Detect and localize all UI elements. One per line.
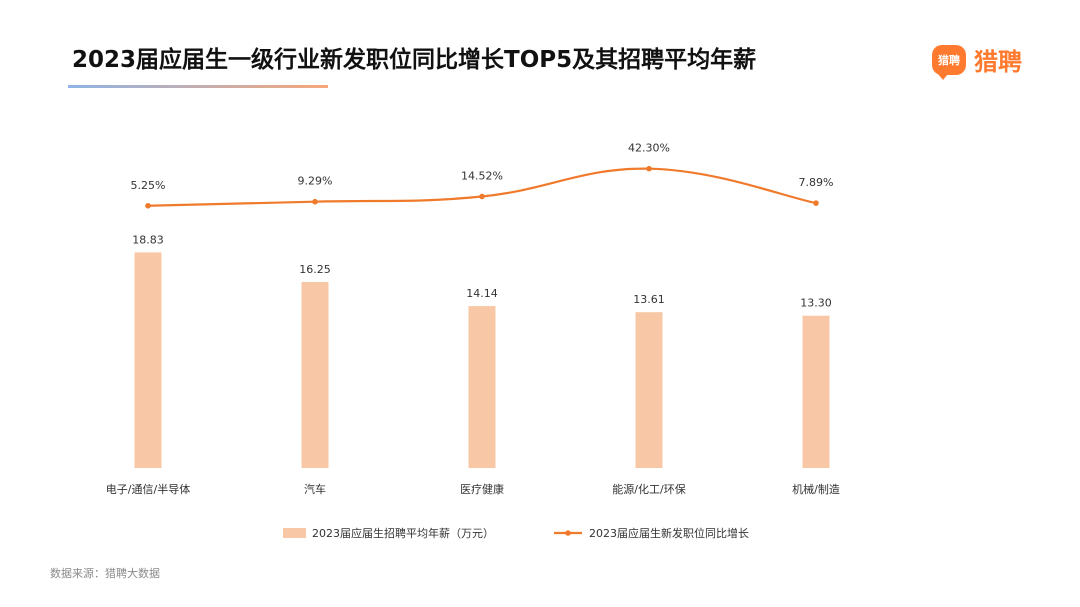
- growth-value-label: 14.52%: [461, 169, 503, 182]
- page-title: 2023届应届生一级行业新发职位同比增长TOP5及其招聘平均年薪: [72, 47, 757, 73]
- growth-point: [646, 165, 652, 172]
- bar: [802, 315, 830, 468]
- title-underline: [68, 85, 328, 88]
- growth-point: [479, 193, 485, 200]
- legend-line-marker: [565, 530, 571, 536]
- bar: [635, 312, 663, 468]
- growth-point: [312, 198, 318, 205]
- category-label: 电子/通信/半导体: [106, 482, 190, 496]
- bar-value-label: 18.83: [132, 233, 164, 246]
- growth-point: [813, 200, 819, 206]
- category-label: 医疗健康: [460, 482, 504, 496]
- data-source: 数据来源：猎聘大数据: [50, 567, 160, 580]
- growth-value-label: 9.29%: [298, 175, 333, 188]
- growth-point: [145, 202, 151, 209]
- logo-badge: 猎聘: [932, 44, 966, 80]
- bar-value-label: 13.30: [800, 297, 832, 310]
- growth-value-label: 5.25%: [131, 179, 166, 192]
- legend-bar-label: 2023届应届生招聘平均年薪（万元）: [312, 526, 494, 540]
- growth-value-label: 42.30%: [628, 142, 670, 155]
- bar-value-label: 13.61: [633, 293, 665, 306]
- bar-value-label: 16.25: [299, 263, 331, 276]
- bar: [134, 252, 162, 468]
- legend-bar-swatch: [283, 528, 306, 538]
- liepin-logo: 猎聘 猎聘: [932, 42, 1022, 80]
- bar-value-label: 14.14: [466, 287, 498, 300]
- legend-line-label: 2023届应届生新发职位同比增长: [589, 526, 749, 540]
- logo-badge-text: 猎聘: [938, 53, 960, 67]
- category-label: 机械/制造: [792, 482, 840, 496]
- bar: [301, 281, 329, 468]
- category-label: 汽车: [304, 482, 326, 496]
- growth-value-label: 7.89%: [799, 176, 834, 189]
- logo-text: 猎聘: [974, 48, 1022, 76]
- category-label: 能源/化工/环保: [612, 482, 685, 496]
- bar: [468, 306, 496, 468]
